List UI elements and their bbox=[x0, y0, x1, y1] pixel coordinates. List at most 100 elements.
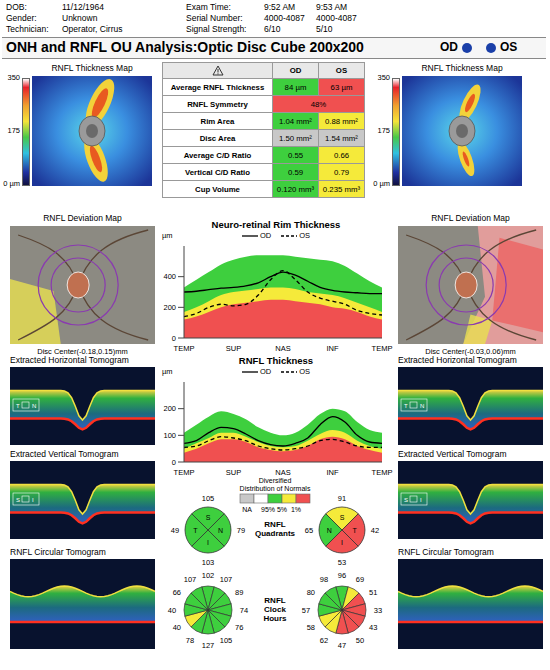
svg-text:I: I bbox=[341, 539, 343, 546]
svg-text:S: S bbox=[16, 497, 20, 503]
svg-text:79: 79 bbox=[237, 526, 245, 535]
html-text:RNFL Circular Tomogram: RNFL Circular Tomogram bbox=[10, 547, 106, 557]
html-text:RNFL Thickness: RNFL Thickness bbox=[238, 355, 314, 366]
svg-text:107: 107 bbox=[184, 575, 197, 584]
svg-text:1%: 1% bbox=[291, 506, 301, 513]
html-text:11/12/1964: 11/12/1964 bbox=[62, 2, 104, 12]
svg-text:I: I bbox=[420, 497, 422, 503]
svg-text:69: 69 bbox=[356, 575, 364, 584]
svg-text:80: 80 bbox=[307, 588, 315, 597]
html-text:RNFL Thickness Map: RNFL Thickness Map bbox=[421, 63, 503, 73]
svg-text:T: T bbox=[193, 527, 198, 534]
svg-text:400: 400 bbox=[163, 272, 176, 281]
html-text:RNFL Circular Tomogram: RNFL Circular Tomogram bbox=[398, 547, 494, 557]
svg-text:49: 49 bbox=[171, 526, 179, 535]
svg-text:N: N bbox=[218, 527, 223, 534]
svg-text:127: 127 bbox=[202, 641, 215, 650]
svg-text:S: S bbox=[404, 497, 408, 503]
svg-text:51: 51 bbox=[369, 588, 377, 597]
svg-text:57: 57 bbox=[302, 606, 310, 615]
svg-text:40: 40 bbox=[173, 623, 181, 632]
svg-text:N: N bbox=[32, 403, 36, 409]
html-text:84 µm: 84 µm bbox=[284, 82, 307, 92]
svg-text:47: 47 bbox=[338, 641, 346, 650]
svg-text:91: 91 bbox=[338, 494, 346, 503]
svg-text:N: N bbox=[420, 403, 424, 409]
svg-text:33: 33 bbox=[374, 606, 382, 615]
svg-text:103: 103 bbox=[202, 558, 215, 567]
svg-text:78: 78 bbox=[186, 636, 194, 645]
svg-text:76: 76 bbox=[235, 623, 243, 632]
svg-text:N: N bbox=[327, 527, 332, 534]
html-text:Unknown: Unknown bbox=[62, 13, 98, 23]
svg-text:200: 200 bbox=[163, 303, 176, 312]
svg-text:T: T bbox=[404, 403, 408, 409]
html-text:Serial Number:: Serial Number: bbox=[186, 13, 243, 23]
html-text:DOB:: DOB: bbox=[6, 2, 27, 12]
svg-text:95%: 95% bbox=[261, 506, 275, 513]
html-text:OD: OD bbox=[440, 40, 458, 54]
html-text:Average RNFL Thickness: Average RNFL Thickness bbox=[170, 82, 265, 92]
html-text:Gender:: Gender: bbox=[6, 13, 37, 23]
svg-text:S: S bbox=[206, 514, 211, 521]
html-text:9:53 AM: 9:53 AM bbox=[316, 2, 348, 12]
svg-text:58: 58 bbox=[307, 623, 315, 632]
svg-text:NAS: NAS bbox=[275, 468, 290, 476]
svg-text:43: 43 bbox=[369, 623, 377, 632]
html-text:OS: OS bbox=[500, 40, 518, 54]
svg-text:T: T bbox=[353, 527, 358, 534]
svg-text:I: I bbox=[32, 497, 34, 503]
svg-text:0: 0 bbox=[172, 334, 176, 343]
html-text:ONH and RNFL OU Analysis:Optic: ONH and RNFL OU Analysis:Optic Disc Cube… bbox=[6, 39, 364, 55]
svg-text:TEMP: TEMP bbox=[174, 344, 195, 352]
svg-text:53: 53 bbox=[338, 558, 346, 567]
html-text:Exam Time:: Exam Time: bbox=[186, 2, 231, 12]
html-text:Signal Strength:: Signal Strength: bbox=[186, 24, 247, 34]
svg-text:S: S bbox=[340, 514, 345, 521]
html-text:Technician:: Technician: bbox=[6, 24, 49, 34]
html-text:6/10: 6/10 bbox=[264, 24, 281, 34]
svg-text:42: 42 bbox=[371, 526, 379, 535]
html-text:Extracted Vertical Tomogram: Extracted Vertical Tomogram bbox=[10, 449, 119, 459]
svg-text:50: 50 bbox=[356, 636, 364, 645]
svg-text:66: 66 bbox=[173, 588, 181, 597]
svg-text:0: 0 bbox=[172, 458, 176, 467]
html-text:Extracted Horizontal Tomogram: Extracted Horizontal Tomogram bbox=[10, 355, 129, 365]
svg-text:SUP: SUP bbox=[226, 468, 241, 476]
svg-text:105: 105 bbox=[202, 494, 215, 503]
html-text:Extracted Horizontal Tomogram: Extracted Horizontal Tomogram bbox=[398, 355, 517, 365]
svg-text:INF: INF bbox=[326, 468, 339, 476]
html-text:5/10: 5/10 bbox=[316, 24, 333, 34]
svg-text:40: 40 bbox=[168, 606, 176, 615]
html-text:Neuro-retinal Rim Thickness: Neuro-retinal Rim Thickness bbox=[211, 219, 341, 230]
html-text:9:52 AM: 9:52 AM bbox=[264, 2, 296, 12]
svg-text:5%: 5% bbox=[277, 506, 287, 513]
svg-text:TEMP: TEMP bbox=[372, 468, 393, 476]
html-text:4000-4087: 4000-4087 bbox=[316, 13, 357, 23]
svg-text:T: T bbox=[16, 403, 20, 409]
svg-text:102: 102 bbox=[202, 571, 215, 580]
svg-text:65: 65 bbox=[305, 526, 313, 535]
svg-text:100: 100 bbox=[163, 431, 176, 440]
html-text:RNFL Thickness Map: RNFL Thickness Map bbox=[51, 63, 133, 73]
html-text:RNFL Deviation Map: RNFL Deviation Map bbox=[431, 213, 510, 223]
svg-text:NA: NA bbox=[242, 506, 252, 513]
html-text:RNFL Deviation Map: RNFL Deviation Map bbox=[43, 213, 122, 223]
svg-text:TEMP: TEMP bbox=[372, 344, 393, 352]
svg-text:200: 200 bbox=[163, 404, 176, 413]
svg-text:74: 74 bbox=[240, 606, 248, 615]
html-text:Extracted Vertical Tomogram: Extracted Vertical Tomogram bbox=[398, 449, 507, 459]
svg-text:62: 62 bbox=[320, 636, 328, 645]
svg-text:89: 89 bbox=[235, 588, 243, 597]
svg-text:107: 107 bbox=[220, 575, 233, 584]
svg-text:NAS: NAS bbox=[275, 344, 290, 352]
svg-text:SUP: SUP bbox=[226, 344, 241, 352]
html-text:Operator, Cirrus: Operator, Cirrus bbox=[62, 24, 123, 34]
svg-text:105: 105 bbox=[220, 636, 233, 645]
svg-text:98: 98 bbox=[320, 575, 328, 584]
svg-text:96: 96 bbox=[338, 571, 346, 580]
html-text:4000-4087: 4000-4087 bbox=[264, 13, 305, 23]
svg-text:TEMP: TEMP bbox=[174, 468, 195, 476]
svg-text:I: I bbox=[207, 539, 209, 546]
svg-text:INF: INF bbox=[326, 344, 339, 352]
